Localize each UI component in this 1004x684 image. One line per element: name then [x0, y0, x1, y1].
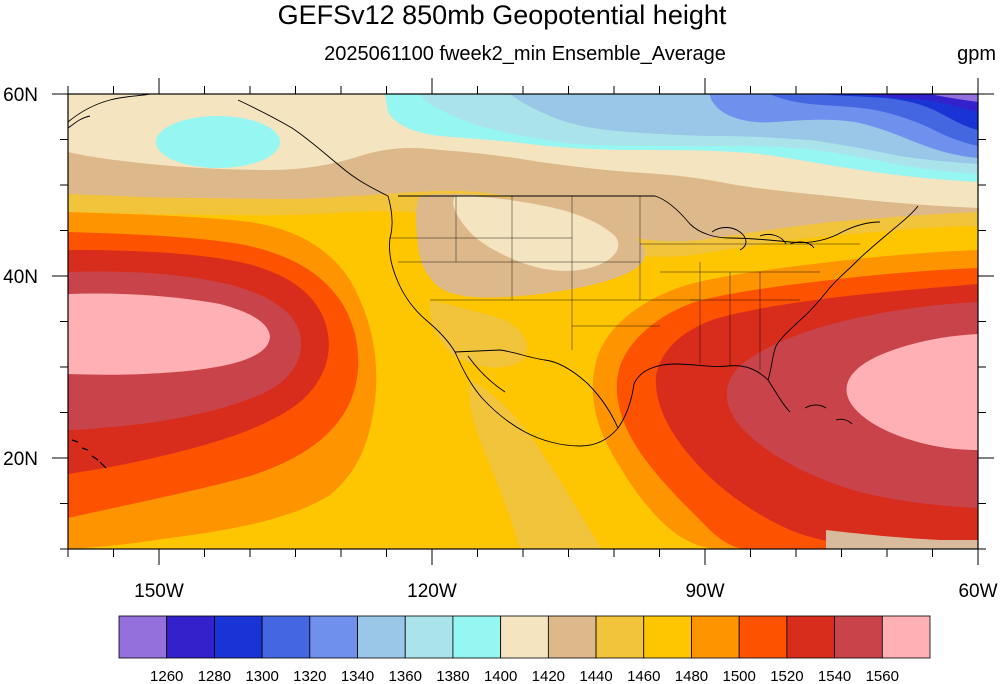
map-subtitle: 2025061100 fweek2_min Ensemble_Average	[324, 43, 726, 65]
colorbar-label: 1500	[722, 668, 755, 684]
colorbar-label: 1400	[484, 668, 517, 684]
mexico-west-coastline	[454, 351, 526, 433]
map-outlines	[68, 94, 919, 469]
colorbar-swatch	[691, 615, 740, 659]
colorbar-swatch	[452, 615, 502, 659]
colorbar-label: 1460	[627, 668, 660, 684]
colorbar-label: 1300	[245, 668, 278, 684]
colorbar-swatch	[738, 615, 788, 659]
lat-label: 20N	[3, 449, 38, 470]
contour-band-1260	[930, 94, 978, 102]
us-canada-border	[398, 195, 881, 243]
axis-ticks	[52, 78, 994, 565]
contour-fill-layer	[68, 94, 978, 549]
colorbar-label: 1540	[818, 668, 851, 684]
colorbar-label: 1420	[532, 668, 565, 684]
colorbar-label: 1480	[675, 668, 708, 684]
contour-band-1420-west	[453, 196, 619, 271]
east-coastline	[797, 205, 919, 323]
caribbean-islands	[804, 404, 853, 425]
state-borders-zonal	[390, 237, 700, 327]
contour-band-atlantic-core	[846, 334, 978, 450]
lon-label: 90W	[685, 581, 724, 602]
contour-band-1320	[770, 94, 978, 146]
colorbar-swatch	[214, 615, 263, 659]
colorbar-label: 1320	[293, 668, 326, 684]
colorbar-label: 1360	[389, 668, 422, 684]
colorbar-swatch	[261, 615, 311, 659]
colorbar-swatch	[118, 615, 168, 659]
alaska-coastline	[68, 94, 151, 129]
lat-label: 40N	[3, 267, 38, 288]
colorbar	[118, 615, 931, 659]
colorbar-label: 1380	[436, 668, 469, 684]
alaska-panhandle-coastline	[237, 99, 389, 197]
gulf-coastline	[524, 363, 791, 447]
contour-band-1460-mexico	[469, 380, 602, 549]
contour-band-1280	[860, 94, 978, 112]
us-mexico-border	[454, 349, 619, 429]
colorbar-swatch	[595, 615, 645, 659]
colorbar-swatch	[309, 615, 358, 659]
colorbar-swatch	[166, 615, 215, 659]
map-title: GEFSv12 850mb Geopotential height	[277, 0, 727, 30]
colorbar-swatch	[643, 615, 692, 659]
latitude-labels: 60N 40N 20N	[3, 85, 38, 470]
colorbar-label: 1280	[198, 668, 231, 684]
colorbar-swatch	[404, 615, 454, 659]
colorbar-labels: 1260 1280 1300 1320 1340 1360 1380 1400 1420 1440…	[150, 668, 899, 684]
units-label: gpm	[957, 43, 996, 65]
lon-label: 60W	[958, 581, 997, 602]
state-borders-east	[640, 243, 860, 370]
colorbar-label: 1560	[866, 668, 899, 684]
lat-label: 60N	[3, 85, 38, 106]
contour-cell-1400	[156, 116, 280, 168]
contour-band-pacific-core	[68, 293, 270, 375]
colorbar-swatch	[500, 615, 549, 659]
longitude-labels: 150W 120W 90W 60W	[134, 581, 997, 602]
west-coastline	[387, 195, 456, 353]
colorbar-swatch	[547, 615, 597, 659]
colorbar-swatch	[834, 615, 883, 659]
colorbar-swatch	[881, 615, 931, 659]
colorbar-swatch	[786, 615, 835, 659]
colorbar-swatch	[357, 615, 406, 659]
lon-label: 150W	[134, 581, 184, 602]
colorbar-label: 1260	[150, 668, 183, 684]
contour-band-1300	[820, 94, 978, 130]
colorbar-label: 1520	[770, 668, 803, 684]
state-borders	[390, 196, 860, 370]
hawaii-islands	[71, 439, 107, 469]
contour-band-bottom-right	[826, 530, 978, 549]
state-borders-meridional	[455, 196, 641, 350]
lon-label: 120W	[407, 581, 457, 602]
colorbar-label: 1440	[579, 668, 612, 684]
colorbar-label: 1340	[341, 668, 374, 684]
florida-coastline	[767, 321, 799, 381]
